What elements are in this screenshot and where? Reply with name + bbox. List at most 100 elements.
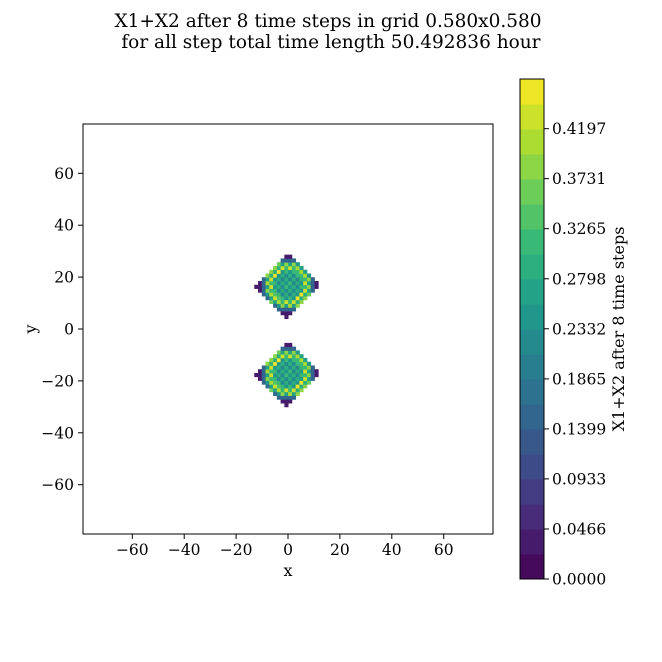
heatmap-cell-1 [265, 376, 270, 381]
y-tick-label: −60 [41, 476, 74, 494]
heatmap-cell-1 [291, 346, 297, 351]
heatmap-cell-1 [288, 391, 293, 396]
heatmap-cell-1 [265, 380, 270, 385]
heatmap-cell-1 [265, 384, 270, 389]
colorbar-tick-label: 0.0933 [552, 470, 606, 488]
heatmap-cell-0 [280, 299, 285, 304]
heatmap-cell-1 [288, 365, 293, 370]
heatmap-cell-1 [288, 372, 293, 378]
heatmap-cell-1 [273, 354, 278, 359]
y-tick-label: −20 [41, 372, 74, 390]
heatmap-cell-1 [261, 372, 266, 378]
colorbar-ticks: 0.0000 0.0466 0.0933 0.1399 0.1865 0.2332 0.27… [544, 120, 606, 589]
heatmap-cell-0 [291, 303, 297, 308]
heatmap-cell-0 [291, 262, 297, 267]
heatmap-cell-0 [284, 311, 289, 316]
heatmap-cell-0 [284, 265, 289, 271]
colorbar-band [520, 554, 544, 580]
heatmap-cell-0 [288, 311, 293, 316]
heatmap-cell-1 [299, 365, 304, 370]
heatmap-cells [254, 254, 319, 408]
heatmap-cell-0 [299, 296, 304, 301]
heatmap-cell-1 [295, 361, 300, 366]
heatmap-cell-1 [258, 369, 263, 374]
heatmap-cell-0 [284, 280, 289, 286]
y-axis-label: y [21, 324, 40, 334]
heatmap-cell-0 [273, 277, 278, 282]
heatmap-cell-0 [265, 280, 270, 286]
heatmap-cell-0 [265, 296, 270, 301]
heatmap-cell-1 [276, 361, 281, 366]
heatmap-cell-0 [284, 277, 289, 282]
heatmap-cell-0 [276, 288, 281, 293]
heatmap-cell-0 [306, 280, 312, 286]
heatmap-cell-1 [269, 380, 274, 385]
colorbar-band [520, 154, 544, 180]
heatmap-cell-0 [295, 262, 300, 267]
heatmap-cell-1 [295, 369, 300, 374]
heatmap-cell-1 [276, 395, 281, 400]
heatmap-cell-0 [284, 314, 289, 320]
heatmap-cell-1 [291, 369, 297, 374]
heatmap-cell-0 [269, 288, 274, 293]
heatmap-cell-0 [291, 258, 297, 263]
heatmap-cell-0 [299, 284, 304, 289]
heatmap-cell-1 [288, 369, 293, 374]
heatmap-cell-0 [299, 273, 304, 278]
heatmap-cell-0 [303, 284, 308, 289]
heatmap-cell-0 [276, 284, 281, 289]
colorbar-band [520, 354, 544, 380]
heatmap-cell-1 [273, 391, 278, 396]
heatmap-cell-0 [295, 269, 300, 274]
colorbar-band [520, 279, 544, 305]
colorbar-band [520, 104, 544, 130]
heatmap-cell-1 [306, 380, 312, 385]
heatmap-cell-1 [303, 372, 308, 378]
heatmap-cell-0 [288, 277, 293, 282]
heatmap-cell-1 [299, 361, 304, 366]
heatmap-cell-1 [288, 395, 293, 400]
colorbar-band [520, 454, 544, 480]
heatmap-cell-1 [295, 391, 300, 396]
colorbar-band [520, 529, 544, 555]
heatmap-cell-0 [288, 299, 293, 304]
heatmap-cell-0 [303, 292, 308, 297]
heatmap-cell-1 [291, 380, 297, 385]
plot-area [82, 123, 494, 535]
colorbar-band [520, 79, 544, 105]
heatmap-cell-1 [273, 388, 278, 393]
heatmap-cell-0 [284, 296, 289, 301]
heatmap-cell-0 [291, 299, 297, 304]
heatmap-cell-0 [276, 299, 281, 304]
colorbar-band [520, 179, 544, 205]
colorbar-band [520, 404, 544, 430]
heatmap-cell-1 [258, 372, 263, 378]
heatmap-cell-1 [273, 380, 278, 385]
heatmap-cell-0 [276, 262, 281, 267]
heatmap-cell-1 [261, 380, 266, 385]
heatmap-cell-1 [310, 372, 315, 378]
y-tick-label: 60 [54, 165, 74, 183]
heatmap-cell-1 [276, 369, 281, 374]
heatmap-cell-1 [288, 357, 293, 363]
heatmap-cell-0 [254, 284, 259, 289]
heatmap-cell-0 [273, 296, 278, 301]
heatmap-cell-0 [284, 269, 289, 274]
heatmap-cell-1 [284, 369, 289, 374]
heatmap-cell-1 [284, 384, 289, 389]
heatmap-cell-1 [310, 365, 315, 370]
heatmap-cell-0 [295, 288, 300, 293]
heatmap-cell-0 [284, 262, 289, 267]
heatmap-cell-1 [284, 399, 289, 404]
heatmap-cell-1 [284, 376, 289, 381]
colorbar-tick-label: 0.2798 [552, 270, 606, 288]
heatmap-cell-0 [284, 303, 289, 308]
heatmap-cell-1 [276, 350, 281, 355]
heatmap-cell-1 [299, 388, 304, 393]
heatmap-cell-0 [288, 258, 293, 263]
heatmap-cell-1 [261, 376, 266, 381]
colorbar-band [520, 379, 544, 405]
heatmap-cell-1 [295, 384, 300, 389]
heatmap-cell-0 [280, 269, 285, 274]
